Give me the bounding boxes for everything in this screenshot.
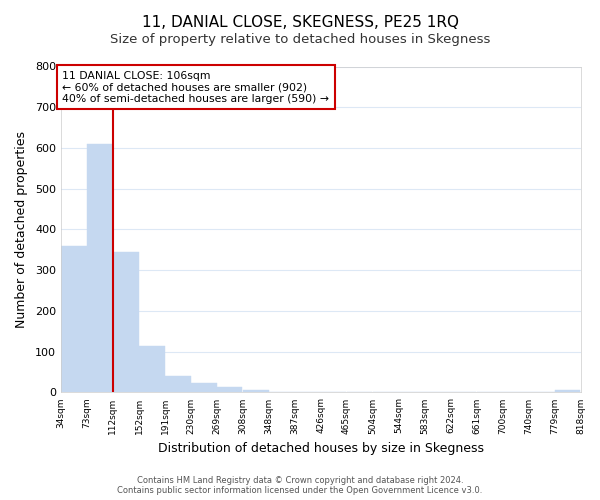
Bar (165, 376, 191, 392)
Bar (61, 246, 86, 392)
Text: 11 DANIAL CLOSE: 106sqm
← 60% of detached houses are smaller (902)
40% of semi-d: 11 DANIAL CLOSE: 106sqm ← 60% of detache… (62, 70, 329, 104)
X-axis label: Distribution of detached houses by size in Skegness: Distribution of detached houses by size … (158, 442, 484, 455)
Text: Contains HM Land Registry data © Crown copyright and database right 2024.
Contai: Contains HM Land Registry data © Crown c… (118, 476, 482, 495)
Text: 11, DANIAL CLOSE, SKEGNESS, PE25 1RQ: 11, DANIAL CLOSE, SKEGNESS, PE25 1RQ (142, 15, 458, 30)
Bar (555, 390, 580, 392)
Bar (191, 384, 217, 392)
Y-axis label: Number of detached properties: Number of detached properties (15, 131, 28, 328)
Bar (113, 252, 139, 392)
Bar (87, 144, 113, 392)
Bar (242, 390, 269, 392)
Text: Size of property relative to detached houses in Skegness: Size of property relative to detached ho… (110, 32, 490, 46)
Bar (217, 386, 242, 392)
Bar (139, 346, 165, 393)
